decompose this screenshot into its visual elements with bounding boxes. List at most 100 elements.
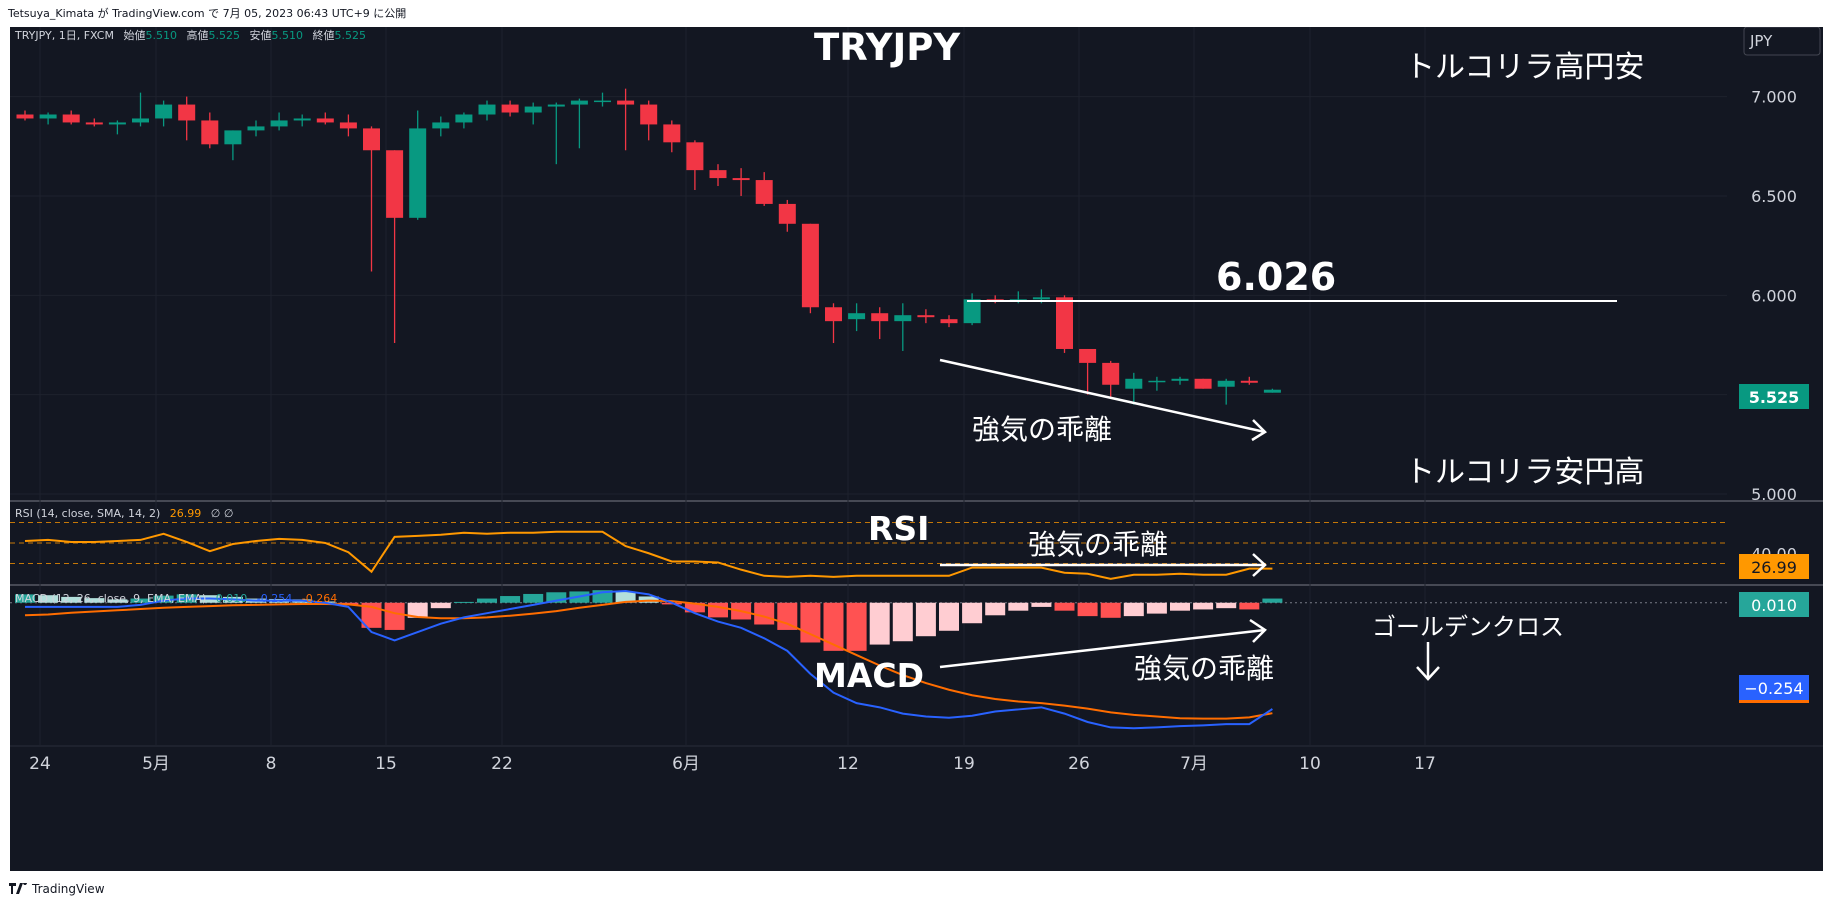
tradingview-logo-icon (9, 881, 27, 898)
macd-histogram-bar (453, 601, 474, 603)
candle-body (455, 114, 473, 123)
price-divergence-arrowhead (1251, 419, 1268, 442)
candle-body (39, 114, 57, 119)
candle-body (917, 315, 935, 318)
candle-body (617, 100, 635, 105)
rsi-legend-extra: ∅ ∅ (211, 507, 234, 520)
time-tick-label: 26 (1068, 754, 1090, 774)
time-tick-label: 12 (837, 754, 859, 774)
price-badge-text: 5.525 (1749, 388, 1800, 407)
time-tick-label: 22 (491, 754, 513, 774)
candle-body (432, 122, 450, 129)
macd-divergence-arrow[interactable] (939, 628, 1266, 669)
macd-histogram-bar (846, 602, 867, 651)
candle-body (1125, 378, 1143, 389)
macd-histogram-bar (1054, 602, 1075, 611)
macd-histogram-bar (430, 602, 451, 609)
macd-histogram-bar (1239, 602, 1260, 610)
candle-body (62, 114, 80, 123)
macd-histogram-bar (1077, 602, 1098, 617)
macd-histogram-bar (15, 594, 35, 603)
candle-body (640, 104, 658, 125)
macd-histogram-bar (500, 596, 521, 603)
candle-body (247, 126, 265, 131)
macd-line-badge: −0.254 (1739, 675, 1809, 703)
legend-open: 5.510 (145, 29, 177, 42)
candle-body (594, 100, 611, 103)
price-tick-label: 6.000 (1751, 286, 1797, 305)
macd-legend-signal: -0.264 (302, 592, 337, 605)
macd-histogram-bar (523, 593, 544, 603)
macd-histogram-bar (754, 602, 775, 625)
rsi-legend: RSI (14, close, SMA, 14, 2) 26.99 ∅ ∅ (15, 507, 233, 520)
price-divergence-arrow[interactable] (939, 358, 1266, 434)
macd-histogram-bar (869, 602, 890, 645)
chart-title: TRYJPY (814, 27, 961, 69)
candle-body (755, 180, 773, 204)
candle-body (1102, 362, 1120, 385)
legend-low-label: 安値 (249, 28, 271, 42)
macd-divergence-label: 強気の乖離 (1134, 652, 1274, 685)
candle-body (663, 124, 681, 143)
candle-body (1032, 297, 1050, 300)
candle-body (478, 104, 496, 115)
candle-body (501, 104, 519, 113)
svg-text:MACD (12, 26, close, 9, EMA, E: MACD (12, 26, close, 9, EMA, EMA) 0.010 … (15, 592, 337, 605)
legend-close-label: 終値 (312, 28, 334, 42)
macd-histogram-bar (615, 591, 636, 603)
legend-symbol: TRYJPY, 1日, FXCM (14, 29, 114, 42)
candle-body (386, 150, 404, 218)
macd-legend: MACD (12, 26, close, 9, EMA, EMA) 0.010 … (15, 592, 337, 605)
candle-body (1194, 378, 1212, 389)
candle-body (1240, 380, 1258, 383)
rsi-divergence-label: 強気の乖離 (1028, 528, 1168, 561)
macd-histogram-bar (684, 602, 705, 613)
macd-panel: -0.200 (10, 590, 1800, 730)
candle-body (686, 142, 704, 171)
time-tick-label: 7月 (1180, 754, 1208, 774)
macd-histogram-bar (477, 598, 497, 603)
macd-histogram-bar (407, 602, 428, 618)
macd-histogram-bar (915, 602, 936, 637)
time-tick-label: 19 (953, 754, 975, 774)
macd-histogram-bar (1100, 602, 1121, 618)
golden-cross-label: ゴールデンクロス (1372, 613, 1564, 641)
resistance-label: 6.026 (1216, 255, 1336, 299)
macd-legend-macd: -0.254 (257, 592, 292, 605)
candle-body (1263, 389, 1281, 393)
macd-histogram-bar (638, 596, 659, 603)
rsi-legend-text: RSI (14, close, SMA, 14, 2) (15, 507, 160, 520)
candle-body (801, 223, 819, 308)
rsi-legend-value: 26.99 (170, 507, 202, 520)
candle-body (570, 100, 588, 105)
currency-button-label: JPY (1749, 32, 1773, 50)
time-tick-label: 10 (1299, 754, 1321, 774)
macd-line-badge-text: −0.254 (1744, 679, 1803, 698)
annotations: TRYJPY トルコリラ高円安 トルコリラ安円高 6.026 強気の乖離 RSI… (814, 26, 1644, 695)
macd-histogram-bar (384, 602, 405, 630)
macd-legend-text: MACD (12, 26, close, 9, EMA, EMA) (15, 592, 206, 605)
macd-divergence-arrowhead (1249, 618, 1267, 643)
candle-body (547, 104, 565, 107)
candles (16, 88, 1281, 405)
candle-body (825, 307, 842, 322)
candle-body (524, 106, 542, 113)
candle-body (1217, 380, 1235, 387)
macd-histogram-bar (1123, 602, 1144, 617)
currency-button[interactable]: JPY (1743, 26, 1821, 56)
svg-text:RSI (14, close, SMA, 14, 2): RSI (14, close, SMA, 14, 2) 26.99 ∅ ∅ (15, 507, 233, 520)
macd-histogram-bar (1146, 602, 1167, 614)
macd-histogram-bar (1170, 602, 1190, 611)
macd-title: MACD (814, 656, 924, 695)
legend-high-label: 高値 (186, 28, 208, 42)
main-legend: TRYJPY, 1日, FXCM 始値5.510 高値5.525 安値5.510… (14, 28, 366, 42)
label-lira-weak: トルコリラ安円高 (1405, 455, 1644, 490)
macd-histogram-bar (823, 602, 844, 651)
candle-body (1056, 297, 1073, 349)
macd-histogram-bar (153, 595, 174, 603)
candle-body (732, 178, 750, 181)
macd-line (25, 590, 1273, 730)
time-tick-label: 5月 (142, 754, 170, 774)
